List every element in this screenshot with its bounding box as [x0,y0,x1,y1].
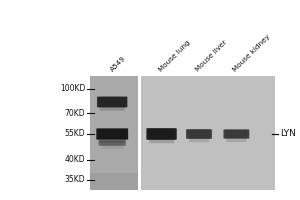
FancyBboxPatch shape [223,129,250,139]
Text: 70KD: 70KD [65,108,85,117]
FancyBboxPatch shape [146,128,177,140]
Text: 40KD: 40KD [65,156,85,164]
FancyBboxPatch shape [98,140,126,146]
FancyBboxPatch shape [101,141,124,145]
FancyBboxPatch shape [100,106,124,111]
Text: Mouse liver: Mouse liver [195,39,228,73]
FancyBboxPatch shape [226,130,247,138]
Text: 55KD: 55KD [65,130,85,138]
Bar [90,76,138,190]
FancyBboxPatch shape [226,138,247,142]
Text: LYN: LYN [280,130,296,138]
FancyBboxPatch shape [96,128,128,140]
FancyBboxPatch shape [99,140,126,146]
FancyBboxPatch shape [186,129,212,139]
Text: 35KD: 35KD [65,176,85,184]
FancyBboxPatch shape [188,130,210,138]
FancyBboxPatch shape [189,138,209,142]
Text: Mouse kidney: Mouse kidney [232,33,272,73]
FancyBboxPatch shape [224,129,249,139]
FancyBboxPatch shape [96,128,128,140]
FancyBboxPatch shape [97,97,127,107]
FancyBboxPatch shape [101,145,123,149]
Text: A549: A549 [110,55,127,73]
FancyBboxPatch shape [149,139,174,143]
FancyBboxPatch shape [99,139,125,143]
Bar [90,173,138,190]
FancyBboxPatch shape [99,97,125,107]
FancyBboxPatch shape [98,129,126,139]
Text: 100KD: 100KD [60,84,85,93]
FancyBboxPatch shape [97,96,128,108]
FancyBboxPatch shape [146,128,177,140]
Text: Mouse lung: Mouse lung [157,39,191,73]
FancyBboxPatch shape [148,129,175,139]
Bar [141,76,275,190]
FancyBboxPatch shape [186,129,212,139]
